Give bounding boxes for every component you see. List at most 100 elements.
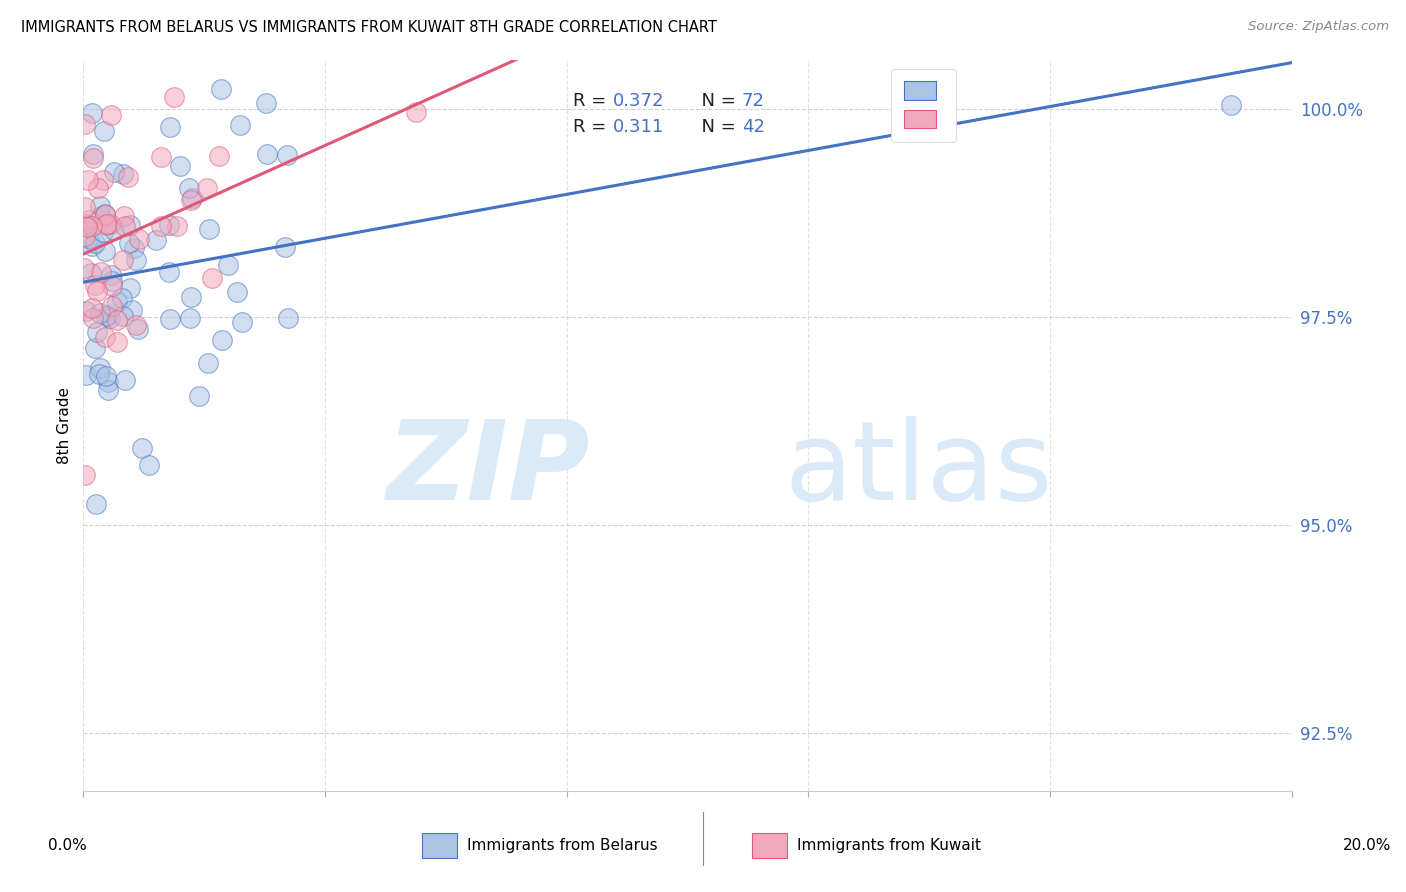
Point [405, 104, 427, 119]
Point [96, 217, 118, 231]
Point [93, 173, 115, 187]
Point [195, 181, 218, 195]
Point [274, 240, 297, 254]
Point [169, 159, 191, 173]
Point [94, 329, 117, 343]
Point [91, 225, 114, 239]
Point [93, 208, 115, 222]
Point [86, 181, 108, 195]
Point [166, 219, 188, 234]
Point [159, 120, 181, 134]
Legend: , : , [891, 69, 956, 142]
Point [180, 290, 202, 304]
Point [84, 497, 107, 511]
Point [101, 299, 124, 313]
Point [149, 150, 172, 164]
Point [77, 231, 100, 245]
Point [73, 117, 96, 131]
Point [86, 284, 108, 298]
Point [75, 217, 97, 231]
Point [98, 217, 121, 231]
Point [84, 235, 107, 250]
Point [125, 318, 148, 333]
Point [138, 458, 160, 472]
Point [105, 294, 128, 309]
Point [209, 81, 232, 95]
Text: IMMIGRANTS FROM BELARUS VS IMMIGRANTS FROM KUWAIT 8TH GRADE CORRELATION CHART: IMMIGRANTS FROM BELARUS VS IMMIGRANTS FR… [21, 20, 717, 35]
Text: 0.0%: 0.0% [48, 838, 87, 853]
Point [94, 244, 117, 258]
Point [93, 124, 115, 138]
Point [145, 233, 167, 247]
Point [82, 311, 104, 326]
Point [82, 146, 104, 161]
Point [254, 96, 277, 111]
Text: N =: N = [690, 92, 741, 110]
Point [90, 209, 112, 223]
Text: 72: 72 [742, 92, 765, 110]
Point [97, 383, 120, 397]
Point [117, 170, 139, 185]
Point [75, 229, 97, 244]
Point [100, 108, 122, 122]
Point [87, 367, 110, 381]
Point [73, 261, 96, 276]
Point [83, 341, 105, 355]
Text: R =: R = [572, 118, 617, 136]
Y-axis label: 8th Grade: 8th Grade [58, 387, 72, 464]
Point [73, 219, 96, 234]
Point [197, 221, 219, 235]
Point [73, 200, 96, 214]
Text: 0.311: 0.311 [613, 118, 664, 136]
Point [231, 315, 253, 329]
Point [76, 173, 98, 187]
Point [89, 306, 111, 320]
Point [181, 191, 204, 205]
Point [89, 360, 111, 375]
Text: Immigrants from Kuwait: Immigrants from Kuwait [797, 838, 981, 853]
Point [105, 334, 128, 349]
Point [97, 375, 120, 389]
Point [100, 279, 122, 293]
Point [75, 303, 97, 318]
Point [197, 356, 219, 370]
Point [256, 147, 278, 161]
Text: 0.372: 0.372 [613, 92, 664, 110]
Point [96, 217, 118, 231]
Point [111, 253, 134, 268]
Point [1220, 98, 1243, 112]
Point [101, 274, 124, 288]
Point [118, 236, 141, 251]
Point [97, 308, 120, 322]
Point [157, 218, 180, 232]
Point [105, 313, 128, 327]
Point [76, 220, 98, 235]
Point [211, 333, 233, 347]
Point [114, 373, 136, 387]
Point [82, 301, 104, 315]
Point [159, 312, 181, 326]
Text: Source: ZipAtlas.com: Source: ZipAtlas.com [1249, 20, 1389, 33]
Point [163, 90, 186, 104]
Point [217, 258, 239, 272]
Point [121, 302, 143, 317]
Text: ZIP: ZIP [387, 416, 591, 523]
Point [98, 310, 121, 325]
Point [80, 106, 103, 120]
Point [90, 265, 112, 279]
Point [127, 322, 149, 336]
Point [80, 239, 103, 253]
Point [112, 209, 135, 223]
Point [94, 309, 117, 323]
Point [226, 285, 249, 300]
Point [75, 368, 97, 383]
Text: 42: 42 [742, 118, 765, 136]
Point [77, 212, 100, 227]
Point [103, 165, 125, 179]
Point [120, 218, 142, 232]
Point [94, 206, 117, 220]
Point [73, 467, 96, 482]
Point [125, 252, 148, 267]
Point [112, 310, 135, 324]
Text: N =: N = [690, 118, 741, 136]
